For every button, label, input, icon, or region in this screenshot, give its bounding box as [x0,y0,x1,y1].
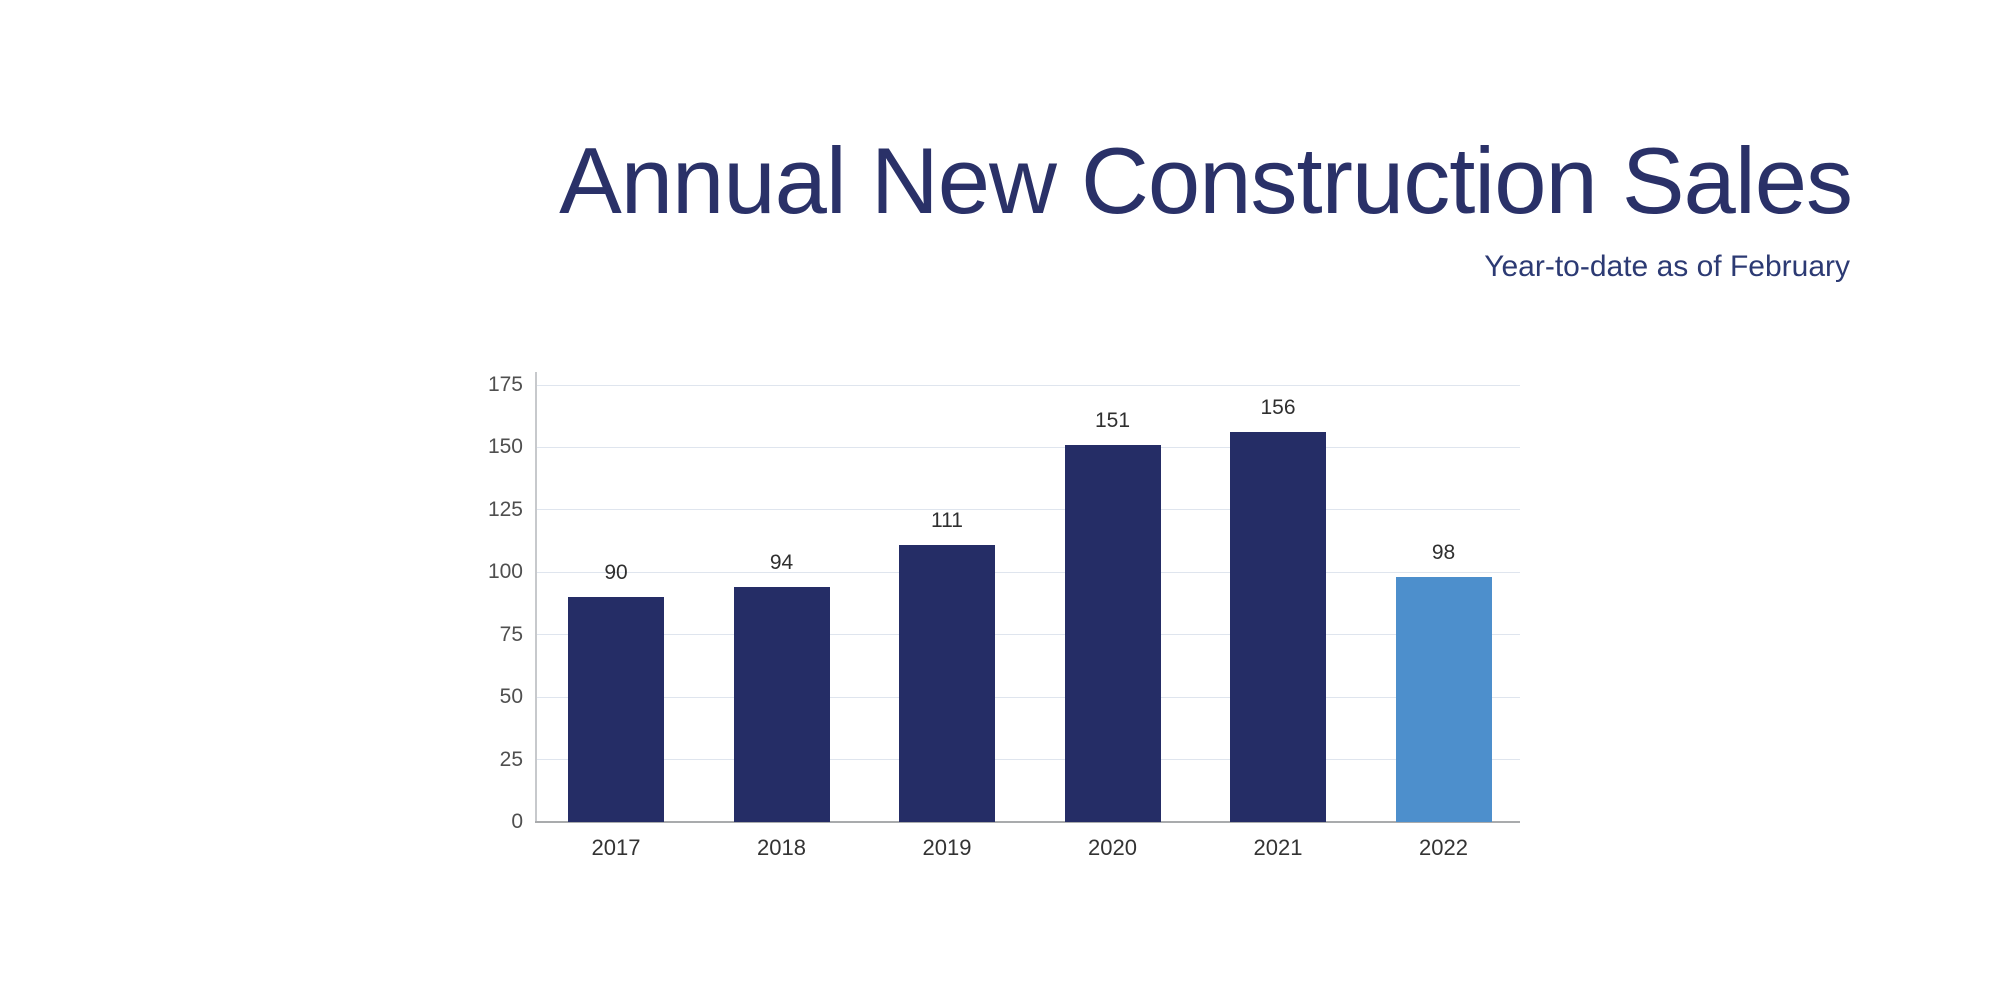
y-axis-line [535,372,537,822]
y-tick-label-25: 25 [499,747,523,771]
bar-value-label-2022: 98 [1431,541,1456,565]
x-tick-label-2022: 2022 [1419,835,1468,860]
chart-subtitle: Year-to-date as of February [1484,250,1850,283]
gridline-175 [537,384,1520,386]
gridline-25 [537,759,1520,761]
bar-2017 [568,597,664,822]
bar-value-label-2017: 90 [604,561,628,585]
bar-value-label-2021: 156 [1260,396,1296,420]
x-tick-label-2019: 2019 [922,835,972,860]
gridline-100 [537,571,1520,573]
bar-value-label-2018: 94 [769,551,794,575]
y-tick-label-175: 175 [487,373,523,396]
y-tick-label-50: 50 [499,685,523,709]
bar-2019 [899,544,995,822]
x-axis-line [535,821,1520,823]
bar-2021 [1230,432,1326,822]
y-tick-label-125: 125 [487,497,523,521]
gridline-125 [537,509,1520,511]
y-tick-label-0: 0 [511,810,523,833]
x-tick-label-2021: 2021 [1253,835,1303,860]
x-tick-label-2020: 2020 [1088,835,1137,860]
gridline-75 [537,634,1520,636]
y-tick-label-150: 150 [487,435,523,459]
y-tick-label-100: 100 [487,560,523,584]
x-tick-label-2017: 2017 [591,835,641,860]
chart-title: Annual New Construction Sales [559,128,1853,233]
bar-2020 [1064,444,1161,822]
bar-value-label-2019: 111 [931,508,963,532]
bar-2018 [733,587,830,822]
gridline-50 [537,696,1520,698]
bar-2022 [1395,577,1492,822]
bar-value-label-2020: 151 [1094,408,1131,432]
gridline-150 [537,446,1520,448]
y-tick-label-75: 75 [499,622,523,646]
x-tick-label-2018: 2018 [757,835,806,860]
